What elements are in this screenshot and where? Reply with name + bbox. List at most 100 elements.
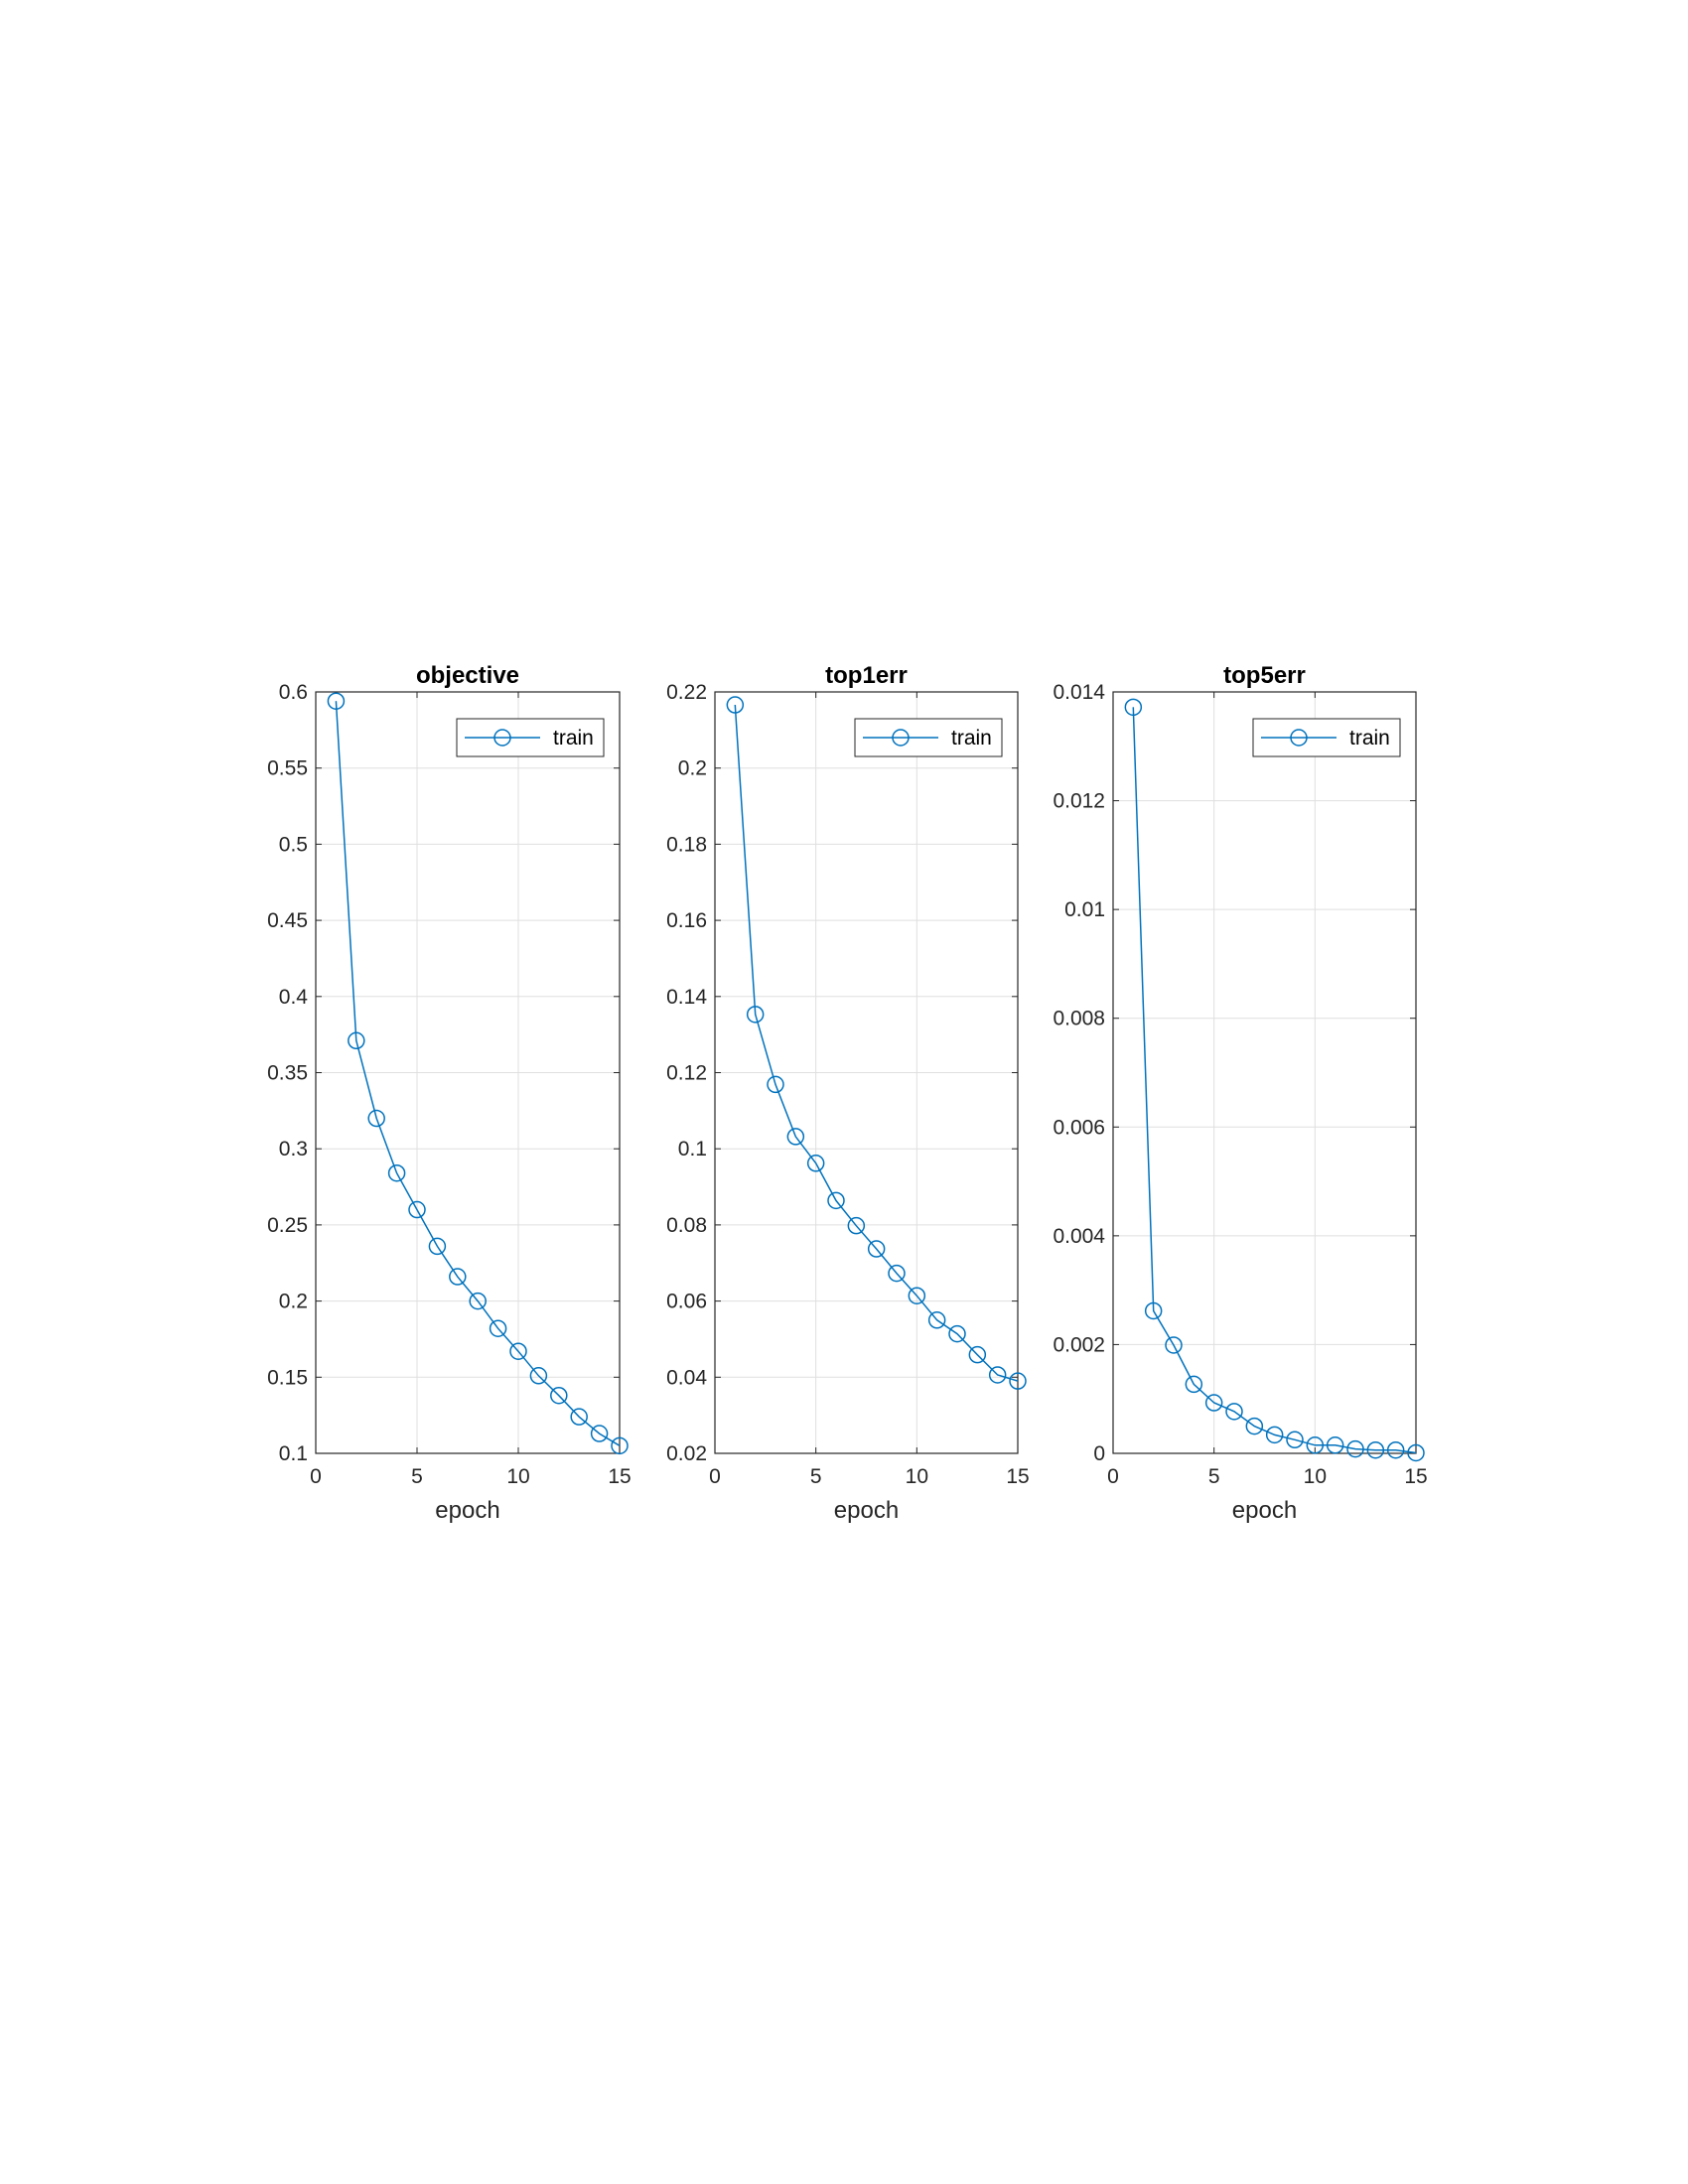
x-tick-label: 5 (411, 1465, 423, 1488)
data-point (806, 1155, 825, 1172)
legend: train (854, 718, 1003, 757)
data-point (867, 1240, 886, 1258)
data-point (847, 1216, 866, 1235)
y-tick-label: 0.02 (666, 1442, 707, 1465)
data-point (1225, 1403, 1243, 1421)
y-tick-label: 0.012 (1053, 790, 1105, 813)
panel-3: 0 0.002 0.004 0.006 0.008 0.01 0.012 0.014 0 5 10 1… (1053, 662, 1427, 1524)
data-point (1407, 1443, 1425, 1462)
y-tick-label: 0 (1093, 1442, 1105, 1465)
x-tick-label: 0 (310, 1465, 322, 1488)
y-tick-label: 0.5 (279, 833, 308, 856)
y-tick-label: 0.18 (666, 833, 707, 856)
data-point (1326, 1436, 1344, 1454)
panel-1: 0.1 0.15 0.2 0.25 0.3 0.35 0.4 0.45 0.5 0.55 0.6 0 5… (267, 662, 632, 1524)
x-tick-label: 15 (608, 1465, 631, 1488)
y-tick-label: 0.55 (267, 757, 308, 780)
y-tick-label: 0.22 (666, 681, 707, 704)
chart-title: top1err (825, 662, 908, 689)
legend: train (1252, 718, 1401, 757)
y-tick-label: 0.008 (1053, 1008, 1105, 1030)
data-point (1245, 1417, 1264, 1435)
data-point (1204, 1394, 1223, 1412)
y-tick-label: 0.014 (1053, 681, 1105, 704)
x-tick-label: 5 (1208, 1465, 1220, 1488)
data-point (348, 1031, 365, 1050)
data-point (387, 1163, 406, 1182)
y-tick-label: 0.2 (279, 1291, 308, 1313)
x-axis-label: epoch (834, 1497, 899, 1524)
data-point (927, 1311, 946, 1329)
x-tick-label: 10 (506, 1465, 529, 1488)
data-point (550, 1386, 568, 1405)
data-point (948, 1324, 966, 1343)
x-tick-label: 15 (1404, 1465, 1427, 1488)
x-axis-label: epoch (1232, 1497, 1297, 1524)
data-point (827, 1191, 845, 1210)
legend-marker (892, 729, 910, 747)
x-tick-label: 0 (709, 1465, 721, 1488)
series-line (1132, 707, 1417, 1454)
data-point (590, 1425, 609, 1442)
panel-2: 0.02 0.04 0.06 0.08 0.1 0.12 0.14 0.16 0.18 0.2 0.… (666, 662, 1030, 1524)
x-axis-label: epoch (435, 1497, 499, 1524)
y-tick-label: 0.2 (678, 757, 707, 780)
data-point (1124, 698, 1143, 717)
data-point (908, 1287, 926, 1304)
y-tick-label: 0.45 (267, 909, 308, 932)
y-tick-label: 0.3 (279, 1138, 308, 1160)
data-point (367, 1109, 385, 1128)
y-tick-label: 0.004 (1053, 1225, 1105, 1248)
y-tick-label: 0.6 (279, 681, 308, 704)
legend-label: train (951, 727, 992, 750)
legend-marker (493, 729, 511, 747)
y-tick-label: 0.35 (267, 1062, 308, 1085)
y-tick-label: 0.04 (666, 1366, 707, 1389)
data-point (726, 696, 745, 714)
data-point (489, 1319, 507, 1337)
data-point (968, 1345, 987, 1364)
y-tick-label: 0.08 (666, 1214, 707, 1237)
legend-label: train (1349, 727, 1390, 750)
axes-box (714, 691, 1019, 1454)
y-tick-label: 0.1 (678, 1138, 707, 1160)
x-tick-label: 10 (906, 1465, 928, 1488)
data-point (327, 692, 346, 710)
y-tick-label: 0.14 (666, 986, 707, 1009)
data-point (1009, 1372, 1027, 1390)
data-point (888, 1264, 906, 1283)
data-point (988, 1366, 1007, 1384)
legend-label: train (553, 727, 594, 750)
data-point (1286, 1431, 1304, 1449)
legend-marker (1290, 729, 1308, 747)
data-point (1306, 1436, 1325, 1454)
data-point (1265, 1426, 1284, 1444)
plot-area (1113, 692, 1416, 1453)
data-point (1185, 1375, 1203, 1394)
data-point (746, 1006, 765, 1024)
data-point (449, 1268, 467, 1286)
axes-box (315, 691, 621, 1454)
data-point (1386, 1440, 1405, 1459)
y-tick-label: 0.006 (1053, 1116, 1105, 1139)
data-point (611, 1436, 629, 1455)
legend: train (456, 718, 605, 757)
x-tick-label: 15 (1006, 1465, 1029, 1488)
y-tick-label: 0.06 (666, 1291, 707, 1313)
data-point (1346, 1439, 1364, 1458)
series-line (734, 704, 1019, 1382)
y-tick-label: 0.16 (666, 909, 707, 932)
data-point (570, 1408, 588, 1426)
y-tick-label: 0.12 (666, 1062, 707, 1085)
data-point (408, 1200, 426, 1219)
x-tick-label: 0 (1107, 1465, 1119, 1488)
data-point (1366, 1440, 1385, 1459)
data-point (428, 1237, 447, 1256)
y-tick-label: 0.4 (279, 986, 309, 1009)
chart-title: objective (416, 662, 519, 689)
data-point (1165, 1336, 1183, 1354)
y-tick-label: 0.01 (1064, 898, 1105, 921)
x-tick-label: 10 (1304, 1465, 1327, 1488)
y-tick-label: 0.002 (1053, 1333, 1105, 1356)
